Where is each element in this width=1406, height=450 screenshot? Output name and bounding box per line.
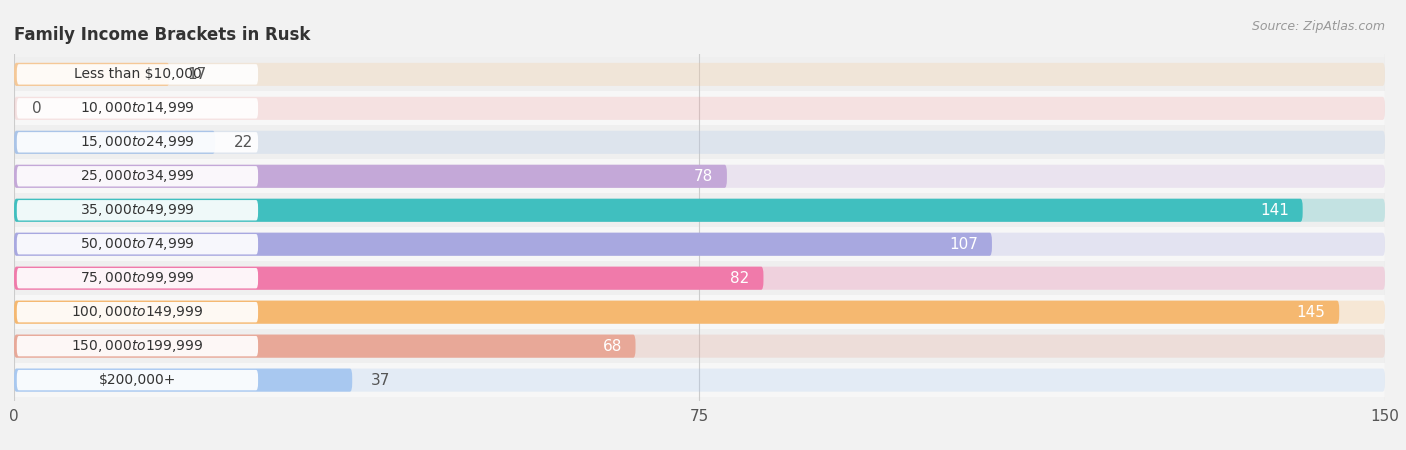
FancyBboxPatch shape (14, 233, 993, 256)
Text: 37: 37 (371, 373, 389, 387)
FancyBboxPatch shape (14, 97, 1385, 120)
Bar (14, 363, 1385, 397)
FancyBboxPatch shape (17, 166, 259, 186)
Text: $150,000 to $199,999: $150,000 to $199,999 (72, 338, 204, 354)
FancyBboxPatch shape (17, 98, 259, 118)
Bar (14, 91, 1385, 126)
FancyBboxPatch shape (14, 267, 1385, 290)
FancyBboxPatch shape (17, 132, 259, 153)
FancyBboxPatch shape (14, 369, 353, 392)
FancyBboxPatch shape (14, 131, 215, 154)
Text: $25,000 to $34,999: $25,000 to $34,999 (80, 168, 195, 184)
FancyBboxPatch shape (14, 301, 1385, 324)
Bar (14, 329, 1385, 363)
FancyBboxPatch shape (17, 336, 259, 356)
FancyBboxPatch shape (17, 234, 259, 254)
Text: $50,000 to $74,999: $50,000 to $74,999 (80, 236, 195, 252)
FancyBboxPatch shape (14, 267, 763, 290)
FancyBboxPatch shape (14, 335, 636, 358)
Bar (14, 261, 1385, 295)
FancyBboxPatch shape (14, 131, 1385, 154)
FancyBboxPatch shape (14, 165, 727, 188)
FancyBboxPatch shape (14, 369, 1385, 392)
Bar (14, 58, 1385, 91)
FancyBboxPatch shape (14, 165, 1385, 188)
FancyBboxPatch shape (14, 335, 1385, 358)
FancyBboxPatch shape (17, 200, 259, 220)
Text: $10,000 to $14,999: $10,000 to $14,999 (80, 100, 195, 117)
Text: $75,000 to $99,999: $75,000 to $99,999 (80, 270, 195, 286)
FancyBboxPatch shape (14, 63, 170, 86)
Text: Family Income Brackets in Rusk: Family Income Brackets in Rusk (14, 26, 311, 44)
Bar (14, 159, 1385, 194)
Text: $15,000 to $24,999: $15,000 to $24,999 (80, 134, 195, 150)
FancyBboxPatch shape (17, 268, 259, 288)
FancyBboxPatch shape (14, 63, 1385, 86)
Bar (14, 194, 1385, 227)
Bar (14, 295, 1385, 329)
Text: 68: 68 (602, 339, 621, 354)
Bar (14, 227, 1385, 261)
Text: 145: 145 (1296, 305, 1326, 320)
Text: 141: 141 (1260, 203, 1289, 218)
FancyBboxPatch shape (14, 233, 1385, 256)
FancyBboxPatch shape (14, 199, 1303, 222)
Bar (14, 126, 1385, 159)
FancyBboxPatch shape (17, 370, 259, 390)
Text: Source: ZipAtlas.com: Source: ZipAtlas.com (1251, 20, 1385, 33)
Text: 0: 0 (32, 101, 42, 116)
Text: 82: 82 (731, 271, 749, 286)
Text: 17: 17 (188, 67, 207, 82)
FancyBboxPatch shape (17, 64, 259, 85)
Text: $200,000+: $200,000+ (98, 373, 176, 387)
Text: 107: 107 (949, 237, 979, 252)
FancyBboxPatch shape (14, 199, 1385, 222)
Text: 22: 22 (233, 135, 253, 150)
Text: Less than $10,000: Less than $10,000 (73, 68, 201, 81)
FancyBboxPatch shape (17, 302, 259, 322)
Text: $35,000 to $49,999: $35,000 to $49,999 (80, 202, 195, 218)
FancyBboxPatch shape (14, 301, 1340, 324)
Text: $100,000 to $149,999: $100,000 to $149,999 (72, 304, 204, 320)
Text: 78: 78 (695, 169, 713, 184)
